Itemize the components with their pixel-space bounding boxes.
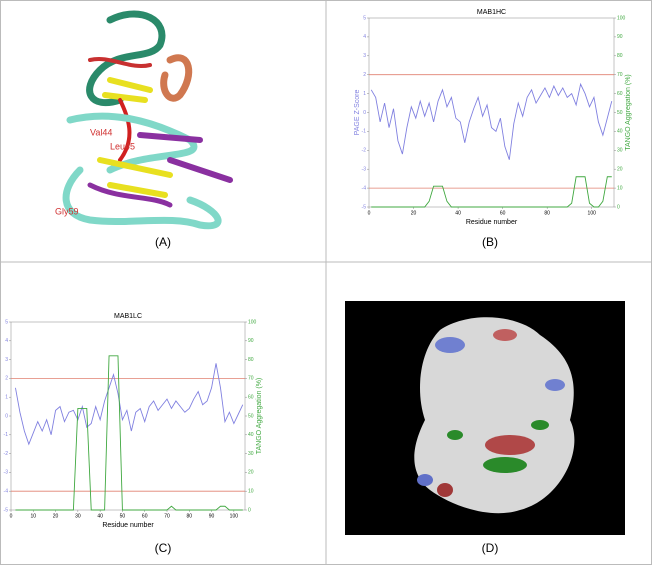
series-line: [370, 82, 613, 160]
y2-tick-label: 50: [248, 413, 254, 419]
y-tick-label: 0: [5, 413, 8, 419]
protein-ribbon: [62, 10, 233, 230]
x-tick-label: 20: [53, 513, 59, 519]
y-tick-label: 1: [363, 91, 366, 97]
y-tick-label: -2: [4, 451, 9, 457]
chart-title: MAB1LC: [114, 313, 142, 320]
chart-title: MAB1HC: [477, 9, 506, 16]
x-tick-label: 80: [544, 210, 550, 216]
y-axis-label: PAGE Z-Score: [354, 90, 361, 136]
y2-axis-label: TANGO Aggregation (%): [625, 74, 632, 151]
y-tick-label: -1: [4, 432, 9, 438]
residue-label: Leu45: [110, 141, 135, 151]
series-line: [15, 363, 244, 446]
x-tick-label: 80: [187, 513, 193, 519]
y2-tick-label: 70: [617, 72, 623, 78]
x-tick-label: 40: [97, 513, 103, 519]
y-tick-label: 5: [5, 319, 8, 325]
y2-tick-label: 50: [617, 110, 623, 116]
y2-tick-label: 90: [617, 34, 623, 40]
y2-tick-label: 30: [248, 451, 254, 457]
y2-tick-label: 40: [617, 129, 623, 135]
y-tick-label: -3: [362, 167, 367, 173]
y2-tick-label: 40: [248, 432, 254, 438]
y2-tick-label: 10: [248, 489, 254, 495]
x-tick-label: 60: [142, 513, 148, 519]
y2-tick-label: 10: [617, 185, 623, 191]
x-tick-label: 90: [209, 513, 215, 519]
y-tick-label: -2: [362, 148, 367, 154]
x-tick-label: 100: [588, 210, 597, 216]
y2-tick-label: 80: [617, 53, 623, 59]
x-tick-label: 70: [164, 513, 170, 519]
x-tick-label: 0: [10, 513, 13, 519]
y2-axis-label: TANGO Aggregation (%): [256, 378, 263, 455]
y-tick-label: -1: [362, 129, 367, 135]
y-tick-label: -4: [4, 489, 9, 495]
panel-label: (D): [482, 541, 499, 555]
panel-label: (A): [155, 235, 171, 249]
y2-tick-label: 60: [617, 91, 623, 97]
y-tick-label: 0: [363, 110, 366, 116]
y2-tick-label: 0: [248, 507, 251, 513]
y2-tick-label: 20: [248, 470, 254, 476]
x-axis-label: Residue number: [102, 522, 154, 529]
y-tick-label: 3: [363, 53, 366, 59]
y-tick-label: 4: [363, 34, 366, 40]
x-axis-label: Residue number: [466, 219, 518, 226]
x-tick-label: 50: [120, 513, 126, 519]
protein-surface: [414, 317, 575, 514]
y2-tick-label: 100: [248, 319, 257, 325]
series-line: [371, 176, 612, 208]
x-tick-label: 100: [230, 513, 239, 519]
x-tick-label: 40: [455, 210, 461, 216]
y-tick-label: 2: [5, 376, 8, 382]
y-tick-label: -5: [362, 204, 367, 210]
series-line: [15, 355, 243, 511]
y2-tick-label: 60: [248, 395, 254, 401]
y-tick-label: -4: [362, 185, 367, 191]
y2-tick-label: 20: [617, 167, 623, 173]
y-tick-label: 3: [5, 357, 8, 363]
panel-label: (B): [482, 235, 498, 249]
x-tick-label: 10: [31, 513, 37, 519]
y-tick-label: -3: [4, 470, 9, 476]
residue-label: Val44: [90, 127, 112, 137]
y2-tick-label: 80: [248, 357, 254, 363]
y2-tick-label: 0: [617, 204, 620, 210]
residue-label: Gly59: [55, 206, 79, 216]
y2-tick-label: 70: [248, 376, 254, 382]
x-tick-label: 60: [500, 210, 506, 216]
y-tick-label: -5: [4, 507, 9, 513]
y-tick-label: 2: [363, 72, 366, 78]
y-tick-label: 4: [5, 338, 8, 344]
x-tick-label: 20: [411, 210, 417, 216]
x-tick-label: 30: [75, 513, 81, 519]
x-tick-label: 0: [368, 210, 371, 216]
y-tick-label: 5: [363, 15, 366, 21]
y2-tick-label: 100: [617, 15, 626, 21]
y2-tick-label: 30: [617, 148, 623, 154]
y-tick-label: 1: [5, 395, 8, 401]
y2-tick-label: 90: [248, 338, 254, 344]
panel-label: (C): [155, 541, 172, 555]
